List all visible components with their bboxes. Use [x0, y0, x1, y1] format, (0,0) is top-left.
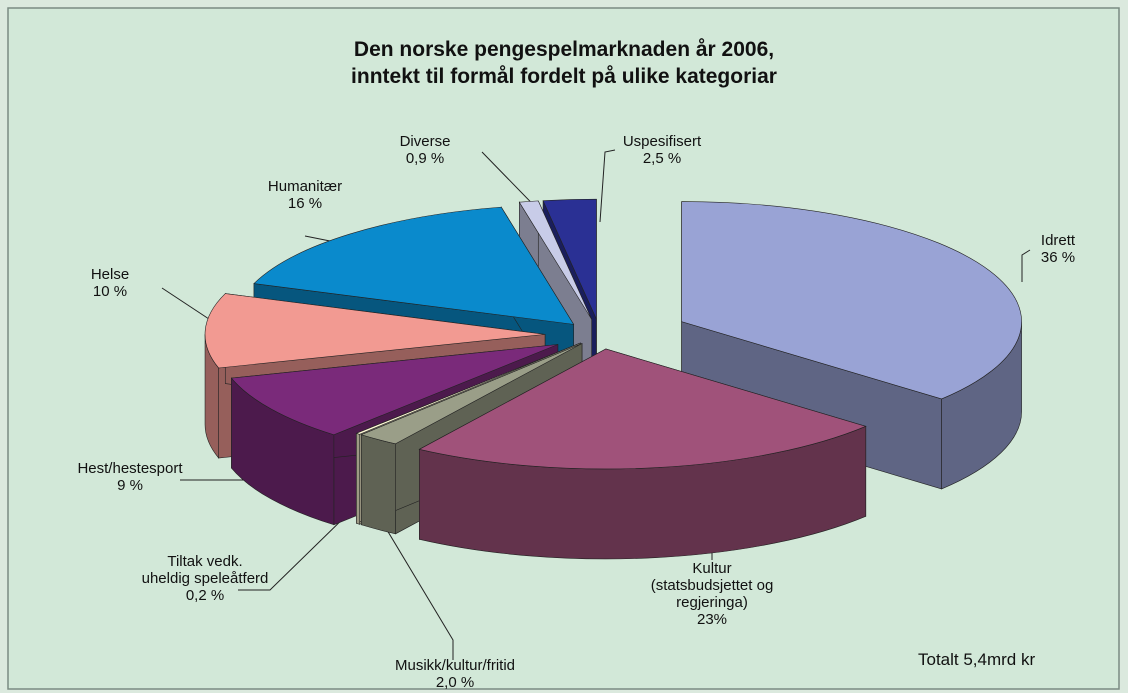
category-name: Musikk/kultur/fritid [394, 657, 516, 674]
leader-line [238, 507, 355, 591]
value-label: 36 % [1040, 249, 1076, 266]
category-name: Tiltak vedk. uheldig speleåtferd [141, 553, 269, 587]
slice-top [355, 342, 581, 435]
value-label: 0,2 % [185, 587, 225, 604]
slice-label: Diverse 0,9 % [400, 133, 451, 167]
slice-top [418, 348, 867, 470]
slice-top [518, 200, 592, 320]
slice-top [230, 344, 558, 436]
slice-label: Kultur (statsbudsjettet og regjeringa) 23… [651, 560, 774, 628]
chart-title: Den norske pengespelmarknaden år 2006, i… [351, 38, 777, 88]
slice-label: Helse 10 % [91, 266, 129, 300]
value-label: 9 % [117, 477, 143, 494]
slice [681, 201, 1022, 490]
value-label: 2,5 % [642, 150, 682, 167]
category-name: Idrett [1040, 232, 1076, 249]
slice-label: Tiltak vedk. uheldig speleåtferd 0,2 % [142, 553, 269, 604]
leader-line [599, 149, 616, 223]
category-name: Hest/hestesport [77, 460, 183, 477]
slice-label: Musikk/kultur/fritid 2,0 % [395, 657, 515, 691]
value-label: 16 % [287, 195, 323, 212]
slice [418, 348, 867, 560]
slice-label: Hest/hestesport 9 % [77, 460, 182, 494]
value-label: 10 % [92, 283, 128, 300]
leader-line [1021, 249, 1031, 282]
category-name: Diverse [399, 133, 451, 150]
value-label: 0,9 % [405, 150, 445, 167]
slice-top [253, 206, 575, 325]
slice-label: Uspesifisert 2,5 % [623, 133, 701, 167]
slice-top [542, 198, 597, 320]
annotation: Totalt 5,4mrd kr [918, 650, 1036, 669]
leader-line [161, 287, 216, 324]
category-name: Humanitær [267, 178, 343, 195]
leader-line [377, 514, 454, 660]
slice-label: Idrett 36 % [1041, 232, 1075, 266]
slice-wall [360, 434, 396, 535]
slice-top [204, 293, 546, 369]
value-label: 2,0 % [435, 674, 475, 691]
slice-top [360, 343, 583, 445]
category-name: Helse [90, 266, 130, 283]
slice-wall [356, 432, 360, 525]
value-label: 23% [696, 611, 728, 628]
slice-top [681, 201, 1022, 400]
category-name: Kultur (statsbudsjettet og regjeringa) [650, 560, 774, 611]
slice-label: Humanitær 16 % [268, 178, 342, 212]
pie [204, 198, 1022, 560]
category-name: Uspesifisert [622, 133, 702, 150]
